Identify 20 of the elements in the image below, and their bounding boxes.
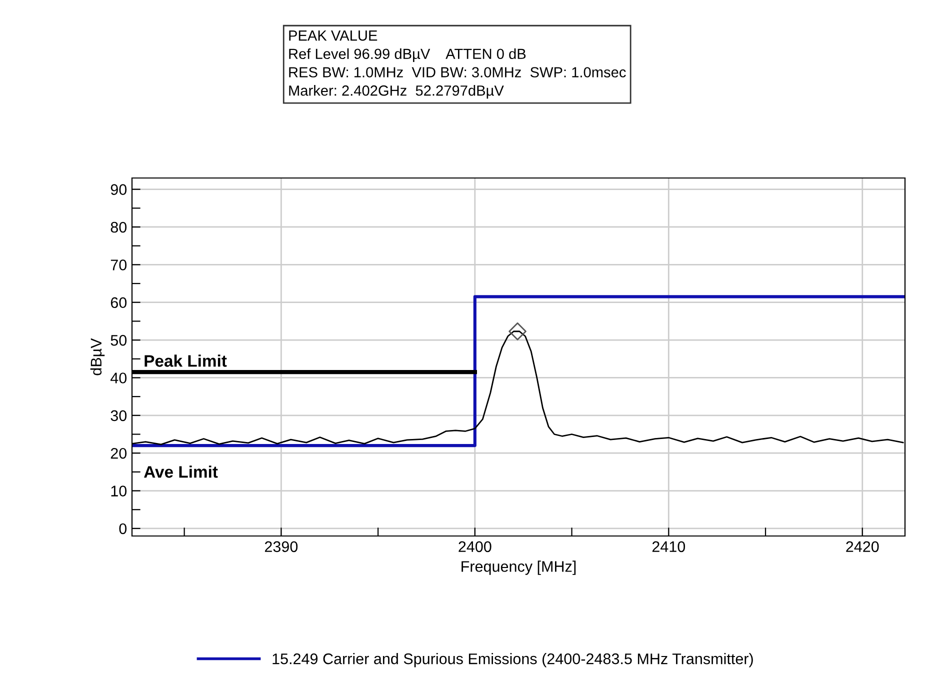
y-tick-label: 70 <box>110 260 127 270</box>
x-tick-label: 2410 <box>652 541 686 552</box>
y-tick-label: 30 <box>110 410 127 422</box>
y-tick-label: 10 <box>111 486 127 496</box>
annotation: Ave Limit <box>144 466 218 478</box>
x-tick-label: 2420 <box>846 541 879 552</box>
y-tick-label: 60 <box>110 297 127 308</box>
y-tick-label: 20 <box>110 448 127 459</box>
text: PEAK VALUE Ref Level 96.99 dBµV ATTEN 0 dB RES BW: 1.0MHz VID BW: 3.0MHz SWP: 1.0msec Marker: 2.402GHz 52.2797dBµV <box>289 30 626 99</box>
x-tick-label: 2390 <box>264 541 298 552</box>
x-axis-title: Frequency [MHz] <box>462 560 576 575</box>
y-tick-label: 90 <box>110 184 127 195</box>
y-tick-label: 50 <box>110 334 127 346</box>
y-tick-label: 40 <box>110 372 127 384</box>
y-tick-label: 80 <box>110 222 127 233</box>
legend-label: 15.249 Carrier and Spurious Emissions (2400-2483.5 MHz Transmitter) <box>272 653 753 668</box>
y-axis-title: dBµV <box>90 338 105 376</box>
y-tick-label: 0 <box>119 523 127 534</box>
annotation: Peak Limit <box>144 354 227 367</box>
x-tick-label: 2400 <box>458 541 492 552</box>
